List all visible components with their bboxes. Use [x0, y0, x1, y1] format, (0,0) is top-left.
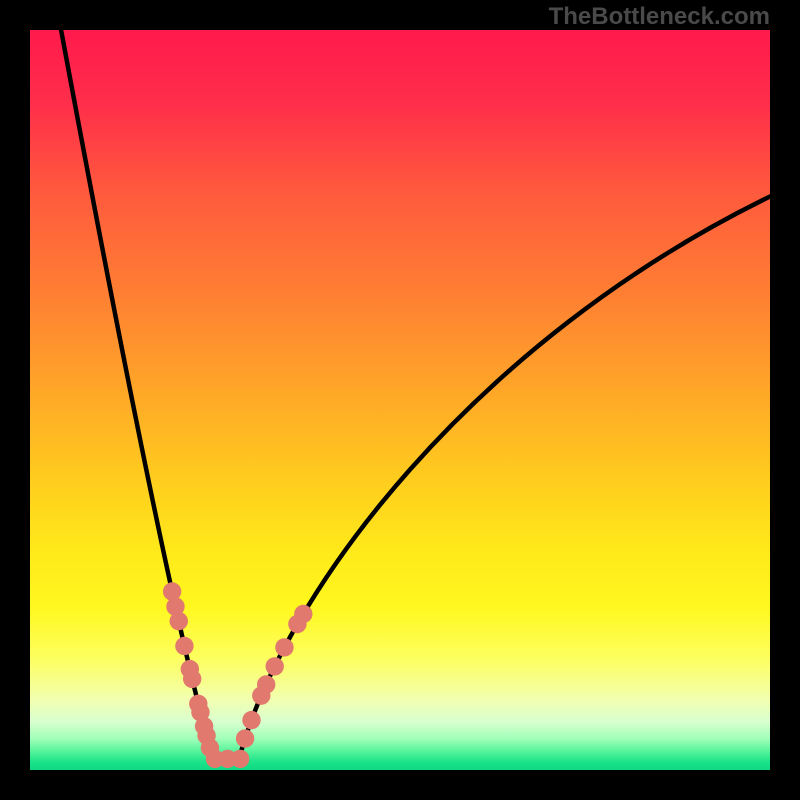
marker-right-4	[266, 657, 284, 675]
bottleneck-curve	[61, 30, 770, 759]
marker-right-3	[257, 675, 275, 693]
marker-left-3	[175, 637, 193, 655]
marker-bottom-2	[231, 750, 249, 768]
marker-right-1	[242, 711, 260, 729]
marker-right-7	[294, 605, 312, 623]
plot-area	[30, 30, 770, 770]
curve-markers	[163, 582, 313, 768]
chart-root: TheBottleneck.com	[0, 0, 800, 800]
marker-right-5	[275, 638, 293, 656]
marker-left-2	[170, 612, 188, 630]
marker-left-5	[183, 670, 201, 688]
watermark-text: TheBottleneck.com	[549, 3, 770, 31]
marker-right-0	[236, 729, 254, 747]
curve-layer	[30, 30, 770, 770]
